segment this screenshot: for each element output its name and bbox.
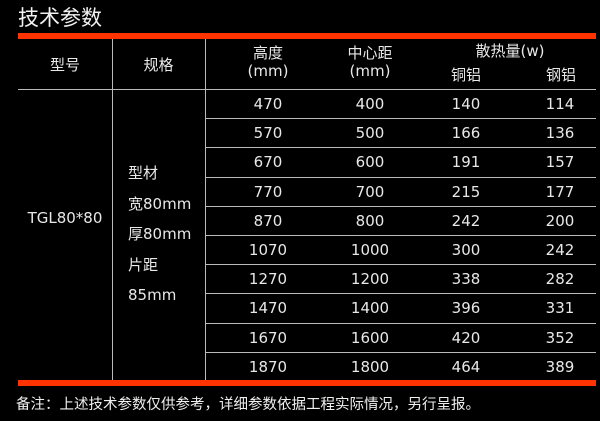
row-divider [205, 147, 596, 148]
table-cell: 500 [355, 124, 385, 142]
table-cell: 331 [545, 299, 575, 317]
table-cell: 1400 [350, 299, 390, 317]
table-cell: 352 [545, 329, 575, 347]
table-cell: 215 [451, 183, 481, 201]
row-divider [205, 264, 596, 265]
table-cell: 800 [355, 212, 385, 230]
page-title: 技术参数 [18, 6, 102, 30]
top-divider [18, 33, 596, 39]
row-divider [205, 293, 596, 294]
spec-line: 85mm [128, 286, 177, 304]
header-heat: 散热量(w) [475, 42, 545, 60]
footnote: 备注：上述技术参数仅供参考，详细参数依据工程实际情况，另行呈报。 [16, 397, 480, 413]
model-value: TGL80*80 [27, 209, 103, 227]
table-cell: 136 [545, 124, 575, 142]
table-cell: 420 [451, 329, 481, 347]
spec-line: 型材 [128, 164, 159, 182]
table-cell: 200 [545, 212, 575, 230]
header-height-unit: (mm) [247, 62, 289, 80]
header-center-distance: 中心距 (mm) [320, 44, 420, 80]
spec-line: 厚80mm [128, 225, 192, 243]
spec-cell: 型材 宽80mm 厚80mm 片距 85mm [128, 158, 191, 311]
table-cell: 600 [355, 153, 385, 171]
table-cell: 1070 [248, 241, 288, 259]
table-cell: 166 [451, 124, 481, 142]
table-cell: 242 [451, 212, 481, 230]
header-divider [18, 89, 596, 90]
table-cell: 338 [451, 270, 481, 288]
header-height-label: 高度 [252, 44, 283, 62]
table-cell: 140 [451, 95, 481, 113]
header-center-distance-label: 中心距 [347, 44, 393, 62]
table-cell: 670 [253, 153, 283, 171]
table-cell: 114 [545, 95, 575, 113]
table-cell: 470 [253, 95, 283, 113]
spec-line: 宽80mm [128, 194, 192, 213]
header-copper-aluminum: 铜铝 [450, 66, 481, 84]
table-cell: 1470 [248, 299, 288, 317]
table-cell: 464 [451, 358, 481, 376]
row-divider [205, 206, 596, 207]
table-cell: 242 [545, 241, 575, 259]
table-cell: 400 [355, 95, 385, 113]
table-cell: 1200 [350, 270, 390, 288]
spec-line: 片距 [128, 255, 159, 274]
header-steel-aluminum: 钢铝 [545, 66, 576, 84]
row-divider [205, 118, 596, 119]
column-divider [205, 39, 206, 380]
header-center-distance-unit: (mm) [349, 62, 391, 80]
table-cell: 300 [451, 241, 481, 259]
row-divider [205, 323, 596, 324]
table-cell: 157 [545, 153, 575, 171]
table-cell: 396 [451, 299, 481, 317]
table-cell: 770 [253, 183, 283, 201]
header-spec: 规格 [143, 56, 174, 74]
row-divider [205, 352, 596, 353]
row-divider [205, 177, 596, 178]
table-cell: 282 [545, 270, 575, 288]
header-height: 高度 (mm) [228, 44, 308, 80]
table-cell: 570 [253, 124, 283, 142]
row-divider [205, 235, 596, 236]
table-cell: 870 [253, 212, 283, 230]
table-cell: 177 [545, 183, 575, 201]
header-model: 型号 [49, 56, 80, 74]
table-cell: 1670 [248, 329, 288, 347]
table-cell: 1870 [248, 358, 288, 376]
bottom-divider [18, 380, 596, 386]
table-cell: 389 [545, 358, 575, 376]
table-cell: 700 [355, 183, 385, 201]
table-cell: 1800 [350, 358, 390, 376]
table-cell: 1600 [350, 329, 390, 347]
column-divider [112, 39, 113, 380]
table-cell: 191 [451, 153, 481, 171]
table-cell: 1000 [350, 241, 390, 259]
table-cell: 1270 [248, 270, 288, 288]
